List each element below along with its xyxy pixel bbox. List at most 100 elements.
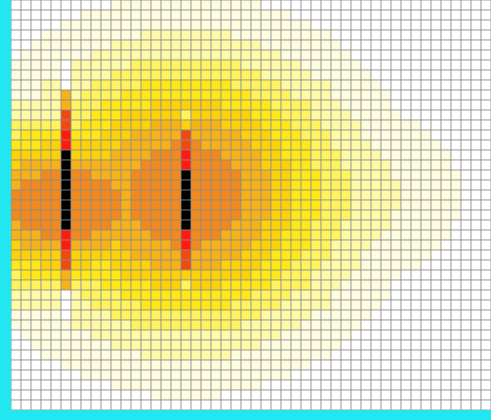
grid-cell[interactable] (210, 69, 222, 81)
grid-cell[interactable] (440, 109, 452, 121)
grid-cell[interactable] (200, 39, 212, 51)
grid-cell[interactable] (260, 109, 272, 121)
grid-cell[interactable] (20, 119, 32, 131)
grid-cell[interactable] (50, 339, 62, 351)
grid-cell[interactable] (450, 59, 462, 71)
grid-cell[interactable] (220, 269, 232, 281)
grid-cell[interactable] (310, 0, 322, 11)
grid-cell[interactable] (270, 9, 282, 21)
grid-cell[interactable] (60, 269, 72, 281)
grid-cell[interactable] (270, 29, 282, 41)
grid-cell[interactable] (320, 69, 332, 81)
grid-cell[interactable] (90, 349, 102, 361)
grid-cell[interactable] (70, 289, 82, 301)
grid-cell[interactable] (60, 349, 72, 361)
grid-cell[interactable] (260, 349, 272, 361)
grid-cell[interactable] (370, 29, 382, 41)
grid-cell[interactable] (170, 179, 182, 191)
grid-cell[interactable] (400, 9, 412, 21)
grid-cell[interactable] (170, 299, 182, 311)
grid-cell[interactable] (30, 339, 42, 351)
grid-cell[interactable] (200, 209, 212, 221)
grid-cell[interactable] (290, 359, 302, 371)
grid-cell[interactable] (70, 239, 82, 251)
grid-cell[interactable] (200, 379, 212, 391)
grid-cell[interactable] (270, 349, 282, 361)
grid-cell[interactable] (380, 279, 392, 291)
grid-cell[interactable] (300, 149, 312, 161)
grid-cell[interactable] (170, 159, 182, 171)
grid-cell[interactable] (220, 179, 232, 191)
grid-cell[interactable] (460, 259, 472, 271)
grid-cell[interactable] (110, 0, 122, 11)
grid-cell[interactable] (230, 329, 242, 341)
grid-cell[interactable] (380, 149, 392, 161)
grid-cell[interactable] (300, 249, 312, 261)
grid-cell[interactable] (240, 399, 252, 410)
grid-cell[interactable] (340, 169, 352, 181)
grid-cell[interactable] (390, 319, 402, 331)
grid-cell[interactable] (280, 39, 292, 51)
grid-cell[interactable] (130, 59, 142, 71)
grid-cell[interactable] (320, 199, 332, 211)
grid-cell[interactable] (100, 259, 112, 271)
grid-cell[interactable] (210, 19, 222, 31)
grid-cell[interactable] (130, 259, 142, 271)
grid-cell[interactable] (120, 0, 132, 11)
grid-cell[interactable] (90, 149, 102, 161)
grid-cell[interactable] (420, 99, 432, 111)
grid-cell[interactable] (470, 269, 482, 281)
grid-cell[interactable] (90, 199, 102, 211)
grid-cell[interactable] (70, 39, 82, 51)
grid-cell[interactable] (260, 299, 272, 311)
grid-cell[interactable] (360, 169, 372, 181)
grid-cell[interactable] (470, 259, 482, 271)
grid-cell[interactable] (470, 99, 482, 111)
grid-cell[interactable] (100, 359, 112, 371)
grid-cell[interactable] (60, 59, 72, 71)
grid-cell[interactable] (40, 49, 52, 61)
grid-cell[interactable] (360, 199, 372, 211)
grid-cell[interactable] (250, 359, 262, 371)
grid-cell[interactable] (430, 89, 442, 101)
grid-cell[interactable] (380, 39, 392, 51)
grid-cell[interactable] (90, 159, 102, 171)
grid-cell[interactable] (280, 339, 292, 351)
grid-cell[interactable] (370, 49, 382, 61)
grid-cell[interactable] (90, 269, 102, 281)
grid-cell[interactable] (30, 19, 42, 31)
grid-cell[interactable] (360, 249, 372, 261)
grid-cell[interactable] (170, 119, 182, 131)
grid-cell[interactable] (320, 299, 332, 311)
grid-cell[interactable] (170, 339, 182, 351)
grid-cell[interactable] (120, 399, 132, 410)
grid-cell[interactable] (440, 49, 452, 61)
grid-cell[interactable] (260, 389, 272, 401)
grid-cell[interactable] (330, 299, 342, 311)
grid-cell[interactable] (60, 329, 72, 341)
grid-cell[interactable] (170, 99, 182, 111)
grid-cell[interactable] (450, 49, 462, 61)
grid-cell[interactable] (470, 19, 482, 31)
grid-cell[interactable] (30, 69, 42, 81)
grid-cell[interactable] (60, 0, 72, 11)
grid-cell[interactable] (140, 299, 152, 311)
grid-cell[interactable] (160, 189, 172, 201)
grid-cell[interactable] (80, 9, 92, 21)
grid-cell[interactable] (480, 159, 491, 171)
grid-cell[interactable] (170, 9, 182, 21)
grid-cell[interactable] (110, 399, 122, 410)
grid-cell[interactable] (90, 289, 102, 301)
grid-cell[interactable] (230, 99, 242, 111)
grid-cell[interactable] (240, 99, 252, 111)
grid-cell[interactable] (50, 329, 62, 341)
grid-cell[interactable] (320, 29, 332, 41)
grid-cell[interactable] (30, 59, 42, 71)
grid-cell[interactable] (350, 199, 362, 211)
grid-cell[interactable] (11, 189, 22, 201)
grid-cell[interactable] (290, 339, 302, 351)
grid-cell[interactable] (150, 189, 162, 201)
grid-cell[interactable] (210, 109, 222, 121)
grid-cell[interactable] (30, 329, 42, 341)
grid-cell[interactable] (270, 249, 282, 261)
